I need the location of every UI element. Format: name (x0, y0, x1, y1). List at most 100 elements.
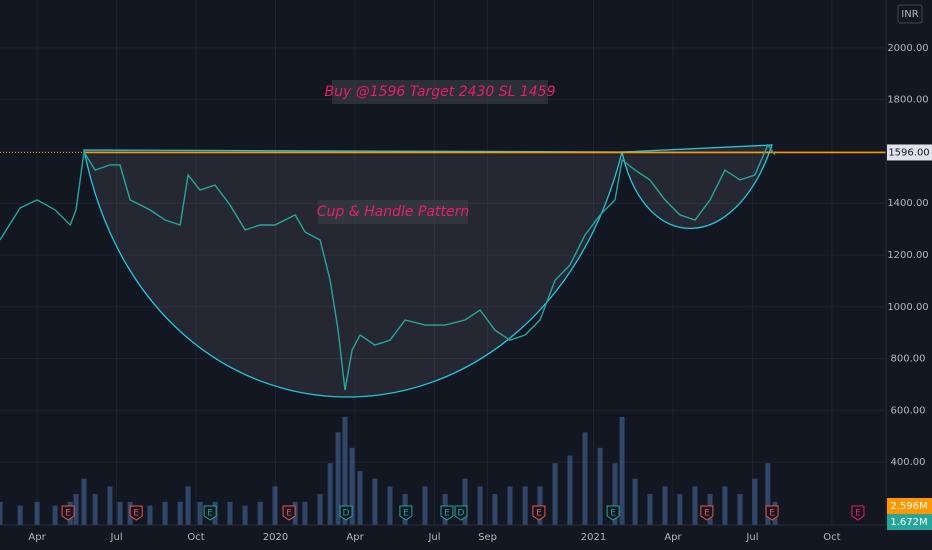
volume-label: 1.672M (890, 517, 927, 528)
event-label: D (343, 509, 350, 519)
level-label-box (887, 144, 932, 161)
event-marker (700, 505, 714, 521)
volume-label: 2.596M (890, 501, 927, 512)
volume-bar (107, 486, 113, 525)
event-label: E (610, 509, 616, 519)
volume-bar (462, 478, 468, 525)
x-tick-label: Oct (187, 532, 204, 543)
volume-bar (317, 494, 323, 525)
y-tick-label: 2000.00 (887, 43, 928, 54)
volume-label-box (887, 498, 932, 514)
event-marker (440, 505, 454, 521)
volume-bar (349, 447, 355, 525)
x-tick-label: Jul (110, 532, 123, 543)
event-marker (532, 505, 546, 521)
volume-bar (302, 501, 308, 525)
volume-bar (335, 432, 341, 525)
plot (0, 143, 886, 391)
trade-annotation: Buy @1596 Target 2430 SL 1459 (325, 84, 556, 100)
x-tick-label: Sep (478, 532, 497, 543)
handle-drawing (621, 144, 773, 230)
event-label: E (403, 509, 409, 519)
volume-bar (342, 416, 348, 525)
annotation-box (318, 200, 468, 224)
event-label: E (133, 509, 139, 519)
volume-bar (185, 486, 191, 525)
event-marker (129, 505, 143, 521)
volume-bar (692, 486, 698, 525)
event-marker (765, 505, 779, 521)
currency: INR (901, 9, 918, 20)
volume-bar (34, 501, 40, 525)
volume-bar (327, 463, 333, 525)
x-tick-label: Apr (28, 532, 46, 543)
event-marker (61, 505, 75, 521)
x-tick-label: Apr (346, 532, 364, 543)
level-label: 1596.00 (888, 147, 929, 158)
event-marker (606, 505, 620, 521)
event-label: D (458, 509, 465, 519)
y-tick-label: 1400.00 (887, 198, 928, 209)
volume-label-box (887, 514, 932, 530)
event-label: E (769, 509, 775, 519)
volume-bar (81, 478, 87, 525)
axes: 400.00 600.00 800.00 1000.00 1200.00 1400.00 1… (28, 43, 932, 543)
volume-bar (662, 486, 668, 525)
volume-bar (647, 494, 653, 525)
volume-bar (372, 478, 378, 525)
volume-bar (477, 486, 483, 525)
volume-bar (117, 501, 123, 525)
event-label: E (444, 509, 450, 519)
event-marker (851, 505, 865, 521)
volume-bar (567, 455, 573, 525)
volume-bar (492, 494, 498, 525)
volume-bar (227, 501, 233, 525)
y-tick-label: 400.00 (891, 457, 926, 468)
volume-bar (387, 486, 393, 525)
event-marker (339, 505, 353, 521)
volume-bar (73, 494, 79, 525)
pattern-annotation: Cup & Handle Pattern (317, 204, 469, 220)
volume-bar (272, 486, 278, 525)
y-tick-label: 1200.00 (887, 250, 928, 261)
event-label: E (855, 509, 861, 519)
event-label: E (704, 509, 710, 519)
event-label: E (286, 509, 292, 519)
x-tick-label: Jul (427, 532, 440, 543)
volume-bar (552, 463, 558, 525)
volume-bar (242, 505, 248, 525)
x-tick-label: Jul (745, 532, 758, 543)
volume-bar (612, 463, 618, 525)
event-marker (454, 505, 468, 521)
volume-bar (522, 486, 528, 525)
x-tick-label: Oct (823, 532, 840, 543)
annotation-box (332, 80, 548, 104)
volume-bar (0, 501, 3, 525)
currency-box (897, 4, 923, 24)
volume-bar (17, 505, 23, 525)
volume-bar (619, 416, 625, 525)
grid (0, 0, 886, 525)
volume-bar (197, 501, 203, 525)
price-line (0, 143, 776, 391)
event-marker (203, 505, 217, 521)
volume-bar (257, 501, 263, 525)
volume-bar (422, 486, 428, 525)
volume-bar (677, 494, 683, 525)
volume-bar (737, 494, 743, 525)
y-tick-label: 600.00 (891, 405, 926, 416)
volume-bar (632, 478, 638, 525)
event-label: E (536, 509, 542, 519)
cup-drawing (83, 149, 623, 398)
event-label: E (65, 509, 71, 519)
volume-bar (147, 505, 153, 525)
volume-bar (722, 486, 728, 525)
x-tick-label: 2020 (263, 532, 288, 543)
volume-bar (92, 494, 98, 525)
volume-bar (357, 470, 363, 525)
volume-bar (52, 505, 58, 525)
x-tick-label: 2021 (581, 532, 606, 543)
event-marker (282, 505, 296, 521)
volume-bar (507, 486, 513, 525)
